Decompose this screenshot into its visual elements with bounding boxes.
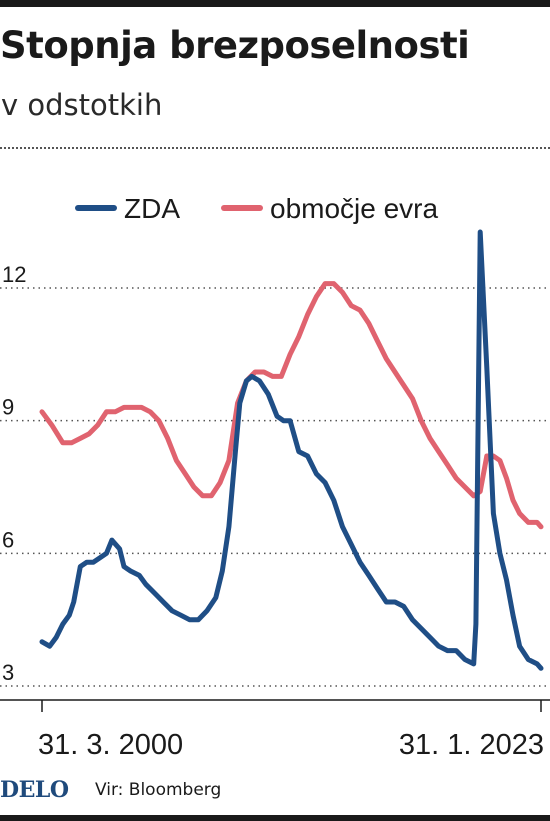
x-axis: 31. 3. 2000 31. 1. 2023 <box>0 699 550 761</box>
x-tick-label: 31. 1. 2023 <box>399 729 544 761</box>
x-tick-label: 31. 3. 2000 <box>38 729 183 761</box>
y-tick-label: 6 <box>2 527 14 552</box>
y-axis-tick-labels: 3 6 9 12 <box>2 262 26 685</box>
y-tick-label: 12 <box>2 262 26 287</box>
delo-logo: DELO <box>0 777 69 803</box>
footer: DELO Vir: Bloomberg <box>0 774 550 808</box>
source-note: Vir: Bloomberg <box>95 780 222 800</box>
y-tick-label: 3 <box>2 660 14 685</box>
legend-label: območje evra <box>270 193 439 224</box>
unemployment-line-chart: ZDA območje evra 3 6 9 12 31. 3. 2000 31. 1. … <box>0 193 550 761</box>
series-line-obmocje-evra <box>39 281 544 530</box>
y-tick-label: 9 <box>2 395 14 420</box>
grid-lines <box>0 287 550 687</box>
legend-label: ZDA <box>124 193 180 224</box>
series-lines <box>39 229 544 671</box>
legend: ZDA območje evra <box>75 193 439 224</box>
bottom-rule <box>0 815 550 821</box>
top-rule <box>0 0 550 7</box>
header-divider <box>0 147 550 149</box>
series-line-zda <box>39 229 544 671</box>
chart-title: Stopnja brezposelnosti <box>0 24 470 67</box>
chart-subtitle: v odstotkih <box>1 88 163 122</box>
